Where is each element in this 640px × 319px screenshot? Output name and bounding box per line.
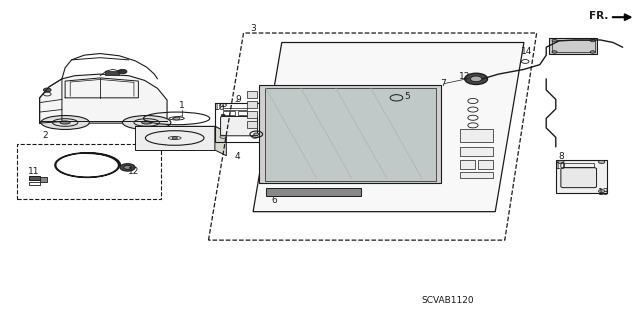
- Ellipse shape: [557, 160, 564, 164]
- Polygon shape: [135, 126, 227, 132]
- Bar: [238, 111, 246, 115]
- Text: 12: 12: [459, 71, 470, 80]
- Polygon shape: [253, 42, 524, 212]
- Bar: [104, 71, 118, 75]
- Text: 3: 3: [250, 24, 256, 33]
- Text: 10: 10: [555, 162, 566, 171]
- Text: 1: 1: [179, 101, 184, 110]
- Ellipse shape: [590, 39, 595, 42]
- Polygon shape: [40, 74, 167, 123]
- Text: 9: 9: [236, 95, 241, 104]
- Text: SCVAB1120: SCVAB1120: [421, 296, 474, 305]
- Text: 6: 6: [271, 196, 277, 205]
- Bar: [246, 111, 257, 118]
- Bar: [29, 176, 40, 180]
- Text: 13: 13: [598, 188, 610, 197]
- Ellipse shape: [173, 117, 180, 120]
- Ellipse shape: [118, 69, 127, 74]
- Text: 5: 5: [404, 92, 410, 101]
- Text: 14: 14: [521, 48, 532, 56]
- FancyBboxPatch shape: [221, 116, 257, 136]
- Bar: [264, 88, 436, 181]
- Text: FR.: FR.: [589, 11, 608, 21]
- Bar: [215, 103, 262, 142]
- Ellipse shape: [44, 88, 51, 92]
- Ellipse shape: [590, 51, 595, 53]
- Ellipse shape: [122, 115, 171, 130]
- Ellipse shape: [172, 137, 177, 139]
- Bar: [223, 111, 236, 115]
- Bar: [460, 172, 493, 178]
- Bar: [478, 160, 493, 169]
- Text: 12: 12: [128, 167, 140, 176]
- FancyBboxPatch shape: [561, 168, 596, 188]
- Ellipse shape: [253, 133, 259, 136]
- Text: 7: 7: [440, 79, 446, 88]
- Bar: [460, 130, 493, 142]
- Bar: [246, 101, 257, 108]
- Bar: [246, 121, 257, 128]
- Bar: [552, 40, 595, 52]
- Bar: [460, 147, 493, 156]
- Ellipse shape: [465, 73, 488, 85]
- Ellipse shape: [141, 121, 152, 124]
- Bar: [266, 188, 362, 196]
- Polygon shape: [215, 126, 227, 156]
- Bar: [29, 182, 40, 185]
- Ellipse shape: [552, 51, 557, 53]
- Text: 2: 2: [42, 131, 47, 140]
- Text: 4: 4: [234, 152, 240, 161]
- Ellipse shape: [470, 76, 482, 82]
- Ellipse shape: [598, 189, 605, 193]
- Bar: [40, 177, 47, 182]
- Bar: [549, 38, 597, 54]
- Ellipse shape: [221, 114, 225, 116]
- Text: 10: 10: [214, 103, 225, 112]
- Bar: [246, 91, 257, 98]
- Ellipse shape: [598, 160, 605, 164]
- Bar: [223, 108, 246, 110]
- Bar: [556, 160, 607, 193]
- Bar: [563, 163, 594, 167]
- Text: 11: 11: [28, 167, 39, 176]
- Bar: [17, 144, 161, 199]
- Ellipse shape: [552, 39, 557, 42]
- Bar: [135, 126, 215, 150]
- Ellipse shape: [124, 166, 131, 169]
- Ellipse shape: [41, 115, 90, 130]
- Ellipse shape: [60, 121, 70, 124]
- Bar: [259, 85, 441, 183]
- Bar: [460, 160, 476, 169]
- Text: 8: 8: [558, 152, 564, 161]
- Ellipse shape: [120, 164, 135, 171]
